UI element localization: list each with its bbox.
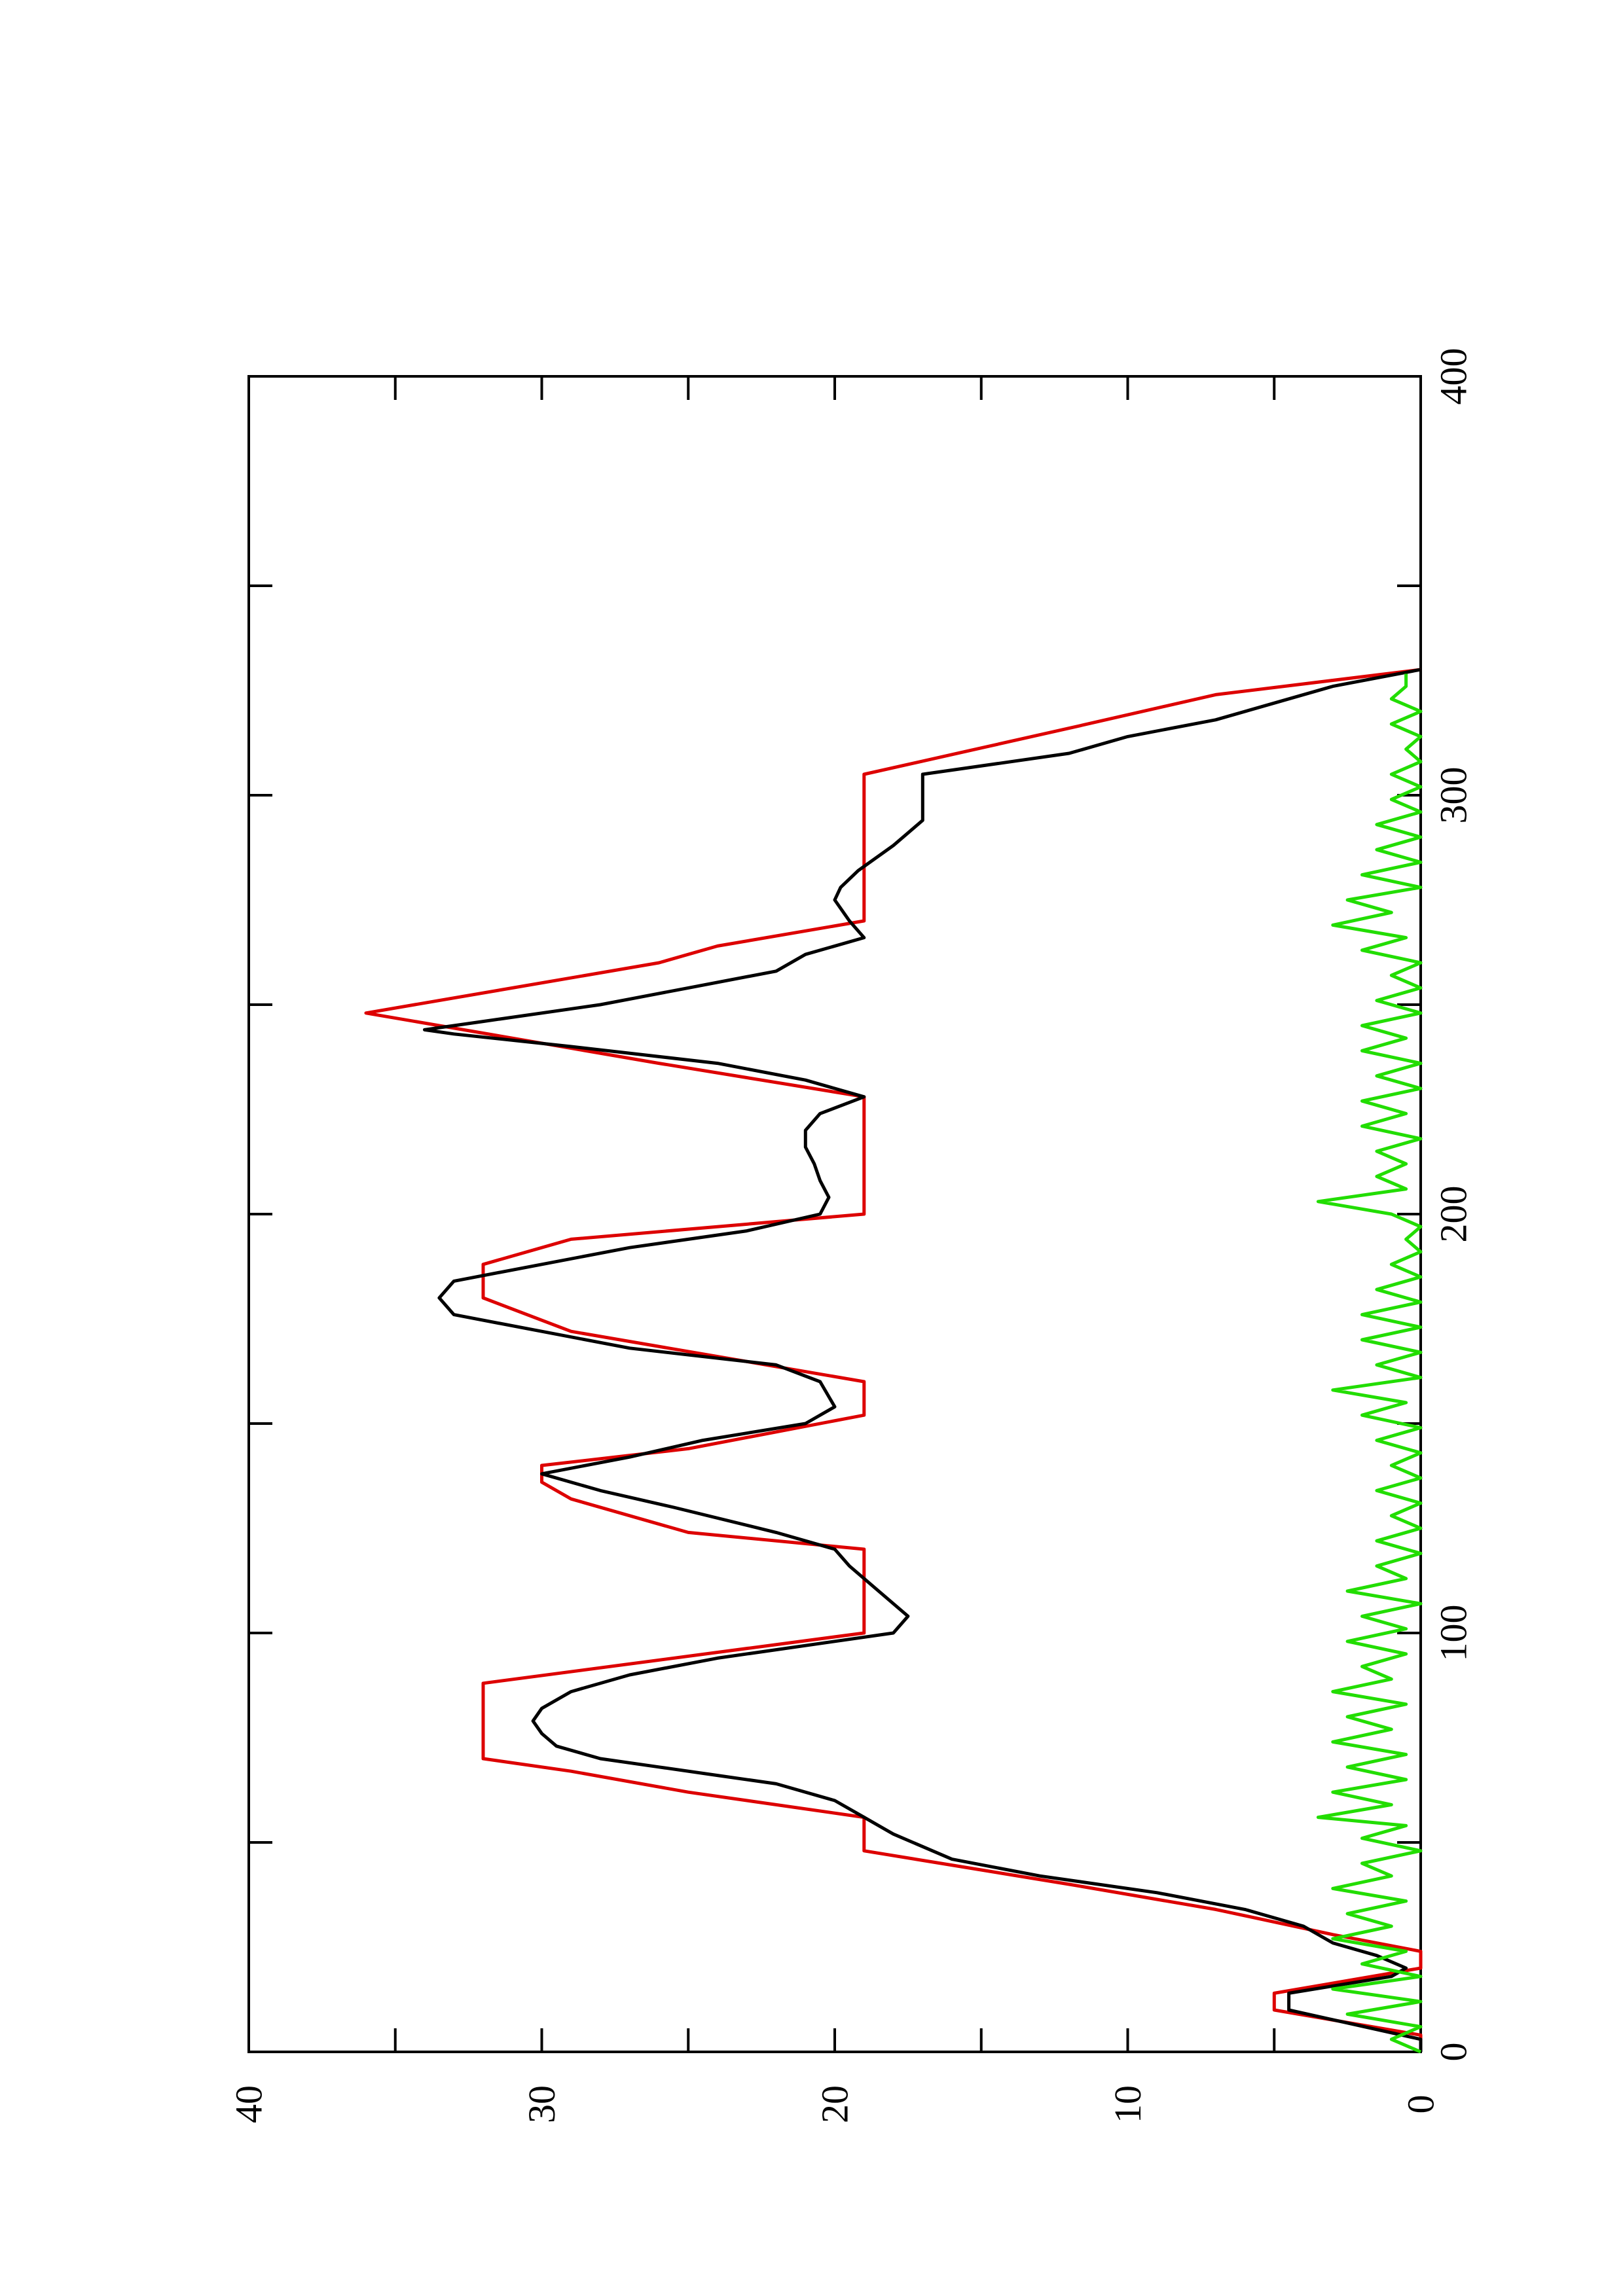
- y-tick-label: 10: [1106, 2085, 1149, 2123]
- series-line-1: [364, 668, 1423, 2052]
- series-line-3: [1316, 673, 1423, 2054]
- y-tick-label: 30: [520, 2085, 563, 2123]
- x-tick-label: 100: [1432, 1605, 1475, 1662]
- y-tick-label: 0: [1400, 2095, 1442, 2114]
- series-group: [364, 668, 1423, 2054]
- series-line-2: [423, 668, 1423, 2052]
- x-tick-label: 0: [1432, 2043, 1475, 2062]
- x-tick-label: 200: [1432, 1186, 1475, 1243]
- y-tick-label: 40: [228, 2085, 270, 2123]
- y-tick-label: 20: [814, 2085, 856, 2123]
- x-tick-labels: 0 100 200 300 400: [1432, 348, 1475, 2062]
- x-tick-label: 300: [1432, 767, 1475, 824]
- y-tick-labels: 0 10 20 30 40: [228, 2085, 1442, 2123]
- x-tick-label: 400: [1432, 348, 1475, 405]
